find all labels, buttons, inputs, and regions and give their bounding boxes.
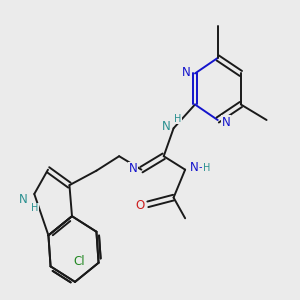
- Text: Cl: Cl: [73, 255, 85, 268]
- Text: N: N: [189, 161, 198, 174]
- Text: N: N: [222, 116, 231, 129]
- Text: N: N: [19, 193, 27, 206]
- Text: N: N: [182, 66, 191, 79]
- Text: O: O: [135, 199, 144, 212]
- Text: H: H: [174, 114, 182, 124]
- Text: N: N: [128, 162, 137, 175]
- Text: N: N: [161, 120, 170, 133]
- Text: H: H: [203, 163, 210, 172]
- Text: H: H: [32, 203, 39, 213]
- Text: -: -: [198, 163, 202, 172]
